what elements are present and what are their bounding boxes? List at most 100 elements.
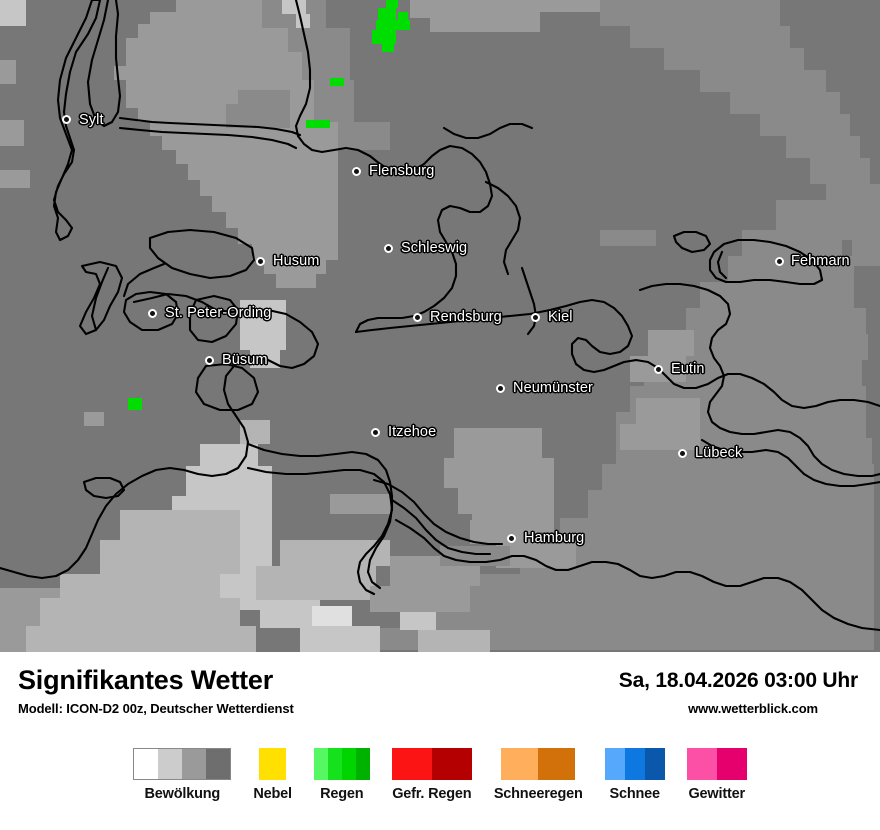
legend-rain-swatch-cell [355, 748, 370, 780]
city-marker-dot[interactable] [413, 313, 422, 322]
precipitation-cell [382, 44, 394, 52]
cloud-cell [786, 136, 860, 158]
cloud-cell [700, 70, 826, 92]
city-marker-dot[interactable] [496, 384, 505, 393]
title-block: Signifikantes Wetter Modell: ICON-D2 00z… [18, 665, 294, 717]
cloud-cell [150, 12, 276, 24]
cloud-cell [126, 80, 338, 94]
cloud-cell [26, 626, 256, 652]
cloud-cell [730, 92, 840, 114]
legend-fog-swatch-cell [259, 748, 287, 780]
cloud-cell [636, 398, 700, 424]
page-title: Signifikantes Wetter [18, 665, 274, 695]
city-marker-dot[interactable] [531, 313, 540, 322]
legend-thunderstorm-swatch-cell [716, 748, 747, 780]
legend-snow-swatch-cell [624, 748, 645, 780]
cloud-cell [314, 80, 354, 122]
city-marker-dot[interactable] [654, 365, 663, 374]
cloud-cell [252, 244, 338, 260]
legend-freezing-rain-label: Gefr. Regen [392, 786, 472, 802]
cloud-cell [84, 412, 104, 426]
legend-sleet-label: Schneeregen [493, 786, 583, 802]
legend-snow-swatch [604, 748, 665, 780]
cloud-cell [176, 0, 264, 12]
city-marker-dot[interactable] [352, 167, 361, 176]
cloud-cell [602, 464, 874, 490]
cloud-cell [126, 52, 314, 66]
city-marker-dot[interactable] [205, 356, 214, 365]
legend-sleet: Schneeregen [494, 748, 583, 802]
legend-cloud: Bewölkung [133, 748, 232, 802]
city-marker-dot[interactable] [507, 534, 516, 543]
cloud-cell [460, 574, 874, 602]
cloud-cell [370, 586, 470, 612]
city-marker-dot[interactable] [384, 244, 393, 253]
city-marker-dot[interactable] [148, 309, 157, 318]
legend-rain-swatch-cell [327, 748, 342, 780]
cloud-cell [226, 212, 338, 228]
legend: Bewölkung Nebel Regen Gefr. Regen Schneerege… [0, 748, 880, 802]
precipitation-cell [378, 8, 396, 20]
cloud-cover-layer [0, 0, 880, 652]
footer-panel: Signifikantes Wetter Modell: ICON-D2 00z… [0, 652, 880, 830]
cloud-cell [600, 0, 780, 26]
cloud-cell [700, 282, 854, 308]
cloud-cell [176, 150, 338, 164]
city-marker-dot[interactable] [678, 449, 687, 458]
cloud-cell [742, 230, 842, 256]
legend-thunderstorm-label: Gewitter [688, 786, 745, 802]
cloud-cell [454, 428, 542, 458]
cloud-cell [200, 444, 258, 466]
city-marker-dot[interactable] [371, 428, 380, 437]
precipitation-cell [128, 398, 142, 410]
cloud-cell [620, 424, 700, 450]
legend-fog-label: Nebel [253, 786, 292, 802]
cloud-cell [114, 66, 326, 80]
model-subtitle: Modell: ICON-D2 00z, Deutscher Wetterdie… [18, 701, 294, 717]
cloud-cell [648, 330, 694, 356]
legend-freezing-rain-swatch-cell [391, 748, 432, 780]
cloud-cell [240, 300, 286, 350]
cloud-cell [162, 136, 338, 150]
cloud-cell [126, 38, 302, 52]
legend-thunderstorm: Gewitter [686, 748, 747, 802]
cloud-cell [330, 494, 390, 514]
cloud-cell [40, 598, 240, 626]
cloud-cell [264, 260, 326, 274]
cloud-cell [288, 28, 350, 52]
city-marker-dot[interactable] [256, 257, 265, 266]
cloud-cell [0, 0, 26, 26]
legend-snow-swatch-cell [644, 748, 665, 780]
cloud-cell [810, 158, 870, 184]
precipitation-layer [128, 0, 410, 410]
weather-map[interactable]: Sylt Flensburg Schleswig Husum Fehmarn Rendsb… [0, 0, 880, 652]
cloud-cell [588, 490, 874, 518]
cloud-cell [276, 274, 316, 288]
cloud-cell [728, 256, 854, 282]
cloud-cell [300, 626, 380, 652]
cloud-cell [100, 540, 240, 574]
cloud-cell [446, 0, 606, 12]
precipitation-cell [376, 20, 410, 30]
legend-thunderstorm-swatch-cell [686, 748, 717, 780]
cloud-cell [200, 180, 338, 196]
city-marker-dot[interactable] [62, 115, 71, 124]
cloud-cell [280, 540, 390, 566]
legend-sleet-swatch [501, 748, 576, 780]
legend-fog-swatch [259, 748, 287, 780]
cloud-cell [776, 200, 856, 230]
precipitation-cell [306, 120, 330, 128]
cloud-cell [400, 564, 426, 578]
legend-sleet-swatch-cell [501, 748, 539, 780]
city-marker-dot[interactable] [775, 257, 784, 266]
cloud-cell [418, 630, 490, 652]
cloud-cell [138, 24, 288, 38]
cloud-cell [686, 308, 866, 334]
precipitation-cell [372, 30, 396, 44]
cloud-cell [338, 122, 390, 150]
legend-freezing-rain-swatch [391, 748, 472, 780]
cloud-cell [430, 18, 540, 32]
legend-snow-swatch-cell [604, 748, 625, 780]
precipitation-cell [386, 0, 398, 8]
legend-rain: Regen [313, 748, 370, 802]
